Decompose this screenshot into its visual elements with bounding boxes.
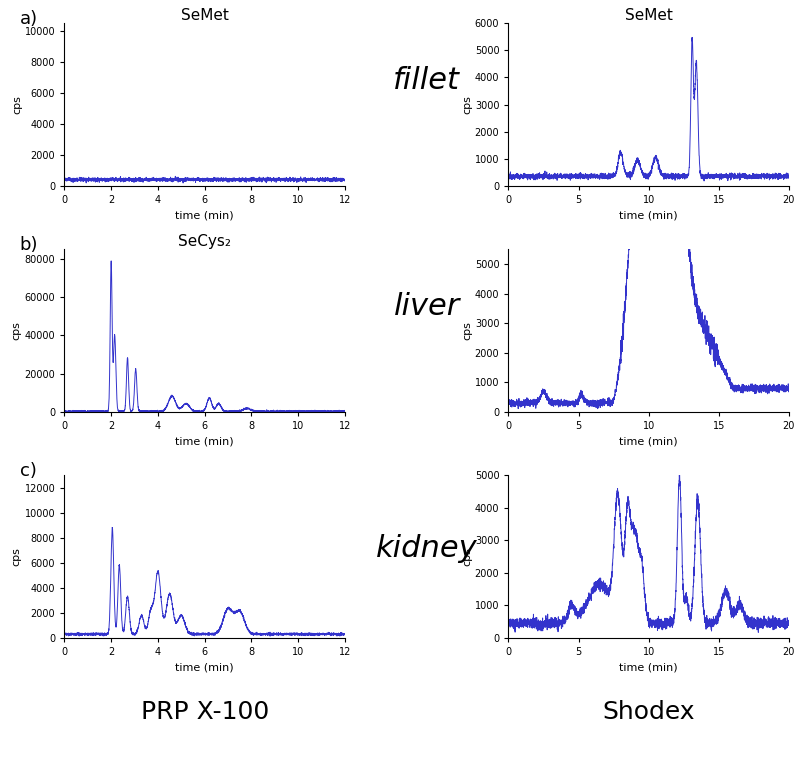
Text: c): c)	[19, 462, 36, 480]
Text: PRP X-100: PRP X-100	[141, 700, 269, 724]
Title: SeCys₂: SeCys₂	[178, 235, 231, 249]
Text: Shodex: Shodex	[602, 700, 695, 724]
Text: b): b)	[19, 236, 38, 254]
Y-axis label: cps: cps	[12, 321, 22, 340]
Y-axis label: cps: cps	[12, 95, 22, 114]
X-axis label: time (min): time (min)	[619, 211, 678, 221]
X-axis label: time (min): time (min)	[619, 663, 678, 673]
X-axis label: time (min): time (min)	[175, 663, 234, 673]
X-axis label: time (min): time (min)	[175, 211, 234, 221]
Title: SeMet: SeMet	[181, 9, 229, 23]
Y-axis label: cps: cps	[462, 547, 472, 566]
Text: fillet: fillet	[393, 66, 460, 95]
Y-axis label: cps: cps	[462, 321, 472, 340]
Text: liver: liver	[394, 291, 460, 321]
X-axis label: time (min): time (min)	[619, 437, 678, 447]
X-axis label: time (min): time (min)	[175, 437, 234, 447]
Y-axis label: cps: cps	[462, 95, 472, 114]
Text: kidney: kidney	[376, 534, 477, 563]
Text: a): a)	[19, 10, 38, 28]
Y-axis label: cps: cps	[12, 547, 22, 566]
Title: SeMet: SeMet	[625, 9, 672, 23]
